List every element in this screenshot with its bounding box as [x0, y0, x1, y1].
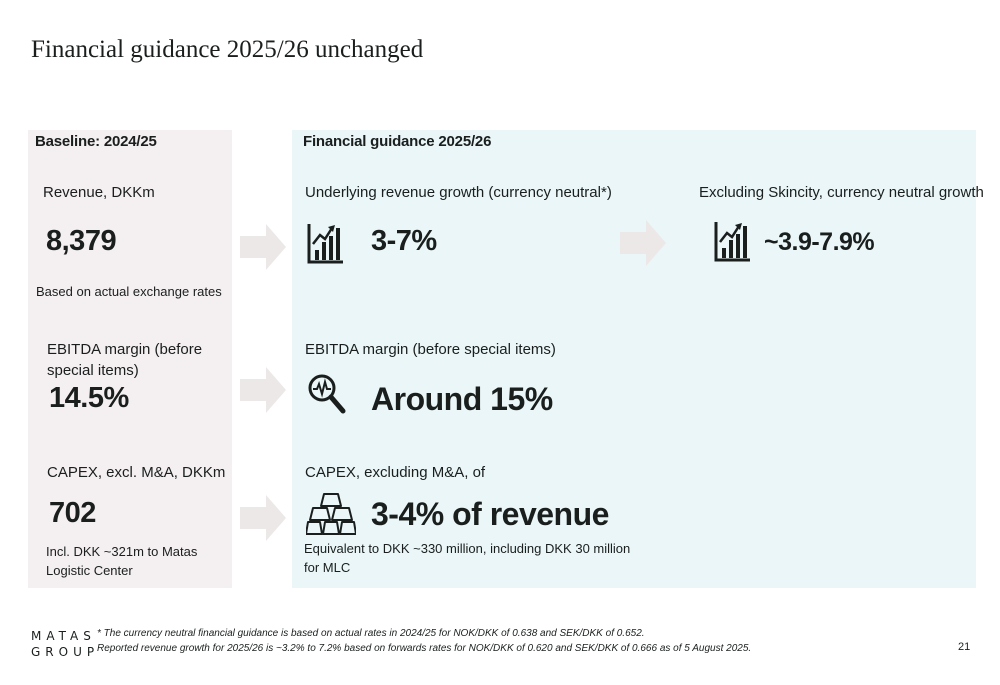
guidance-capex-note-line1: Equivalent to DKK ~330 million, includin… [304, 541, 631, 556]
footnote-line2: Reported revenue growth for 2025/26 is ~… [97, 643, 752, 654]
baseline-revenue-label: Revenue, DKKm [43, 184, 155, 201]
guidance-panel [292, 130, 976, 588]
guidance-ebitda-label: EBITDA margin (before special items) [305, 341, 556, 358]
guidance-heading: Financial guidance 2025/26 [303, 133, 492, 150]
guidance-capex-value: 3-4% of revenue [371, 496, 609, 532]
page-number: 21 [958, 641, 971, 653]
baseline-revenue-value: 8,379 [46, 225, 117, 257]
baseline-ebitda-value: 14.5% [49, 382, 129, 414]
footnote: * The currency neutral financial guidanc… [97, 626, 751, 656]
guidance-capex-note-line2: for MLC [304, 560, 351, 575]
logo-line2: GROUP [31, 645, 100, 659]
arrow-right-icon [240, 367, 286, 413]
arrow-right-icon [240, 495, 286, 541]
bar-chart-growth-icon [307, 224, 343, 264]
guidance-revenue-value: 3-7% [371, 225, 437, 257]
guidance-capex-label: CAPEX, excluding M&A, of [305, 464, 486, 481]
guidance-revenue-label: Underlying revenue growth (currency neut… [305, 184, 612, 201]
excl-skincity-value: ~3.9-7.9% [764, 228, 875, 256]
baseline-capex-note-line2: Logistic Center [46, 563, 133, 578]
magnifier-pulse-icon [308, 374, 346, 414]
arrow-right-icon [240, 224, 286, 270]
baseline-capex-value: 702 [49, 497, 96, 529]
gold-bars-icon [306, 493, 356, 535]
slide-title: Financial guidance 2025/26 unchanged [31, 36, 424, 63]
guidance-ebitda-value: Around 15% [371, 381, 553, 417]
baseline-capex-label: CAPEX, excl. M&A, DKKm [47, 464, 226, 481]
baseline-revenue-note: Based on actual exchange rates [36, 284, 222, 299]
excl-skincity-label: Excluding Skincity, currency neutral gro… [699, 184, 984, 201]
baseline-ebitda-label-line2: special items) [47, 362, 139, 379]
arrow-right-icon [620, 220, 666, 266]
baseline-ebitda-label-line1: EBITDA margin (before [47, 341, 203, 358]
logo-line1: MATAS [31, 629, 96, 643]
matas-group-logo: MATAS GROUP [31, 628, 99, 660]
baseline-panel [28, 130, 232, 588]
footnote-line1: * The currency neutral financial guidanc… [97, 628, 645, 639]
bar-chart-growth-icon [714, 222, 750, 262]
baseline-capex-note-line1: Incl. DKK ~321m to Matas [46, 544, 198, 559]
baseline-heading: Baseline: 2024/25 [35, 133, 157, 150]
